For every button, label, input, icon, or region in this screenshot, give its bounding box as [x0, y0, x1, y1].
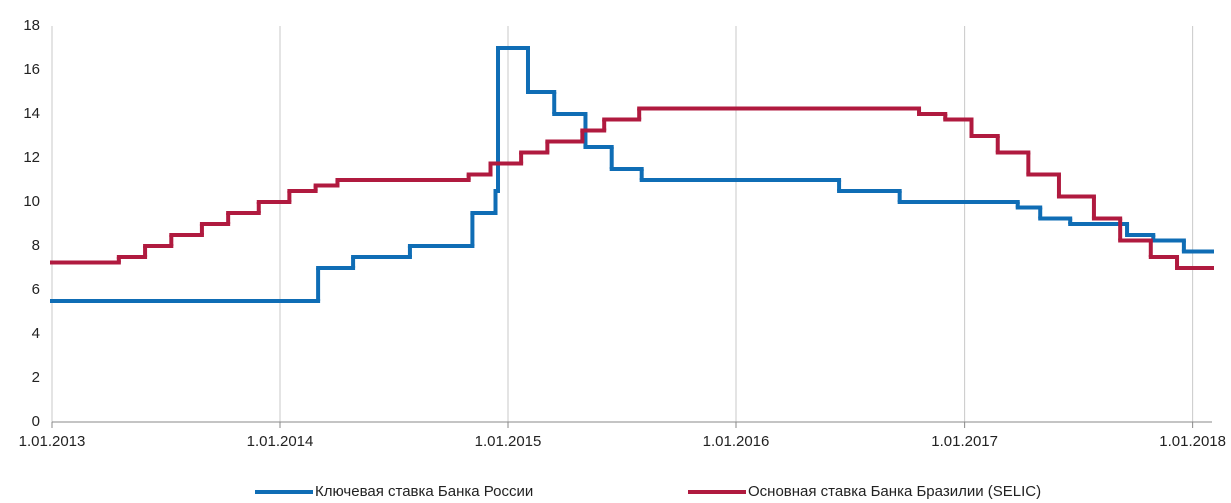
x-tick-label: 1.01.2014	[247, 433, 314, 450]
y-tick-label: 18	[23, 17, 40, 34]
y-tick-label: 4	[32, 325, 40, 342]
legend-label: Ключевая ставка Банка России	[315, 483, 533, 500]
y-tick-label: 2	[32, 369, 40, 386]
x-tick-label: 1.01.2015	[475, 433, 542, 450]
y-tick-label: 16	[23, 61, 40, 78]
y-tick-label: 12	[23, 149, 40, 166]
legend-label: Основная ставка Банка Бразилии (SELIC)	[748, 483, 1041, 500]
x-tick-label: 1.01.2018	[1159, 433, 1226, 450]
x-tick-label: 1.01.2017	[931, 433, 998, 450]
y-tick-label: 6	[32, 281, 40, 298]
y-tick-label: 10	[23, 193, 40, 210]
y-tick-label: 14	[23, 105, 40, 122]
x-tick-label: 1.01.2016	[703, 433, 770, 450]
y-tick-label: 8	[32, 237, 40, 254]
x-tick-label: 1.01.2013	[19, 433, 86, 450]
y-tick-label: 0	[32, 413, 40, 430]
